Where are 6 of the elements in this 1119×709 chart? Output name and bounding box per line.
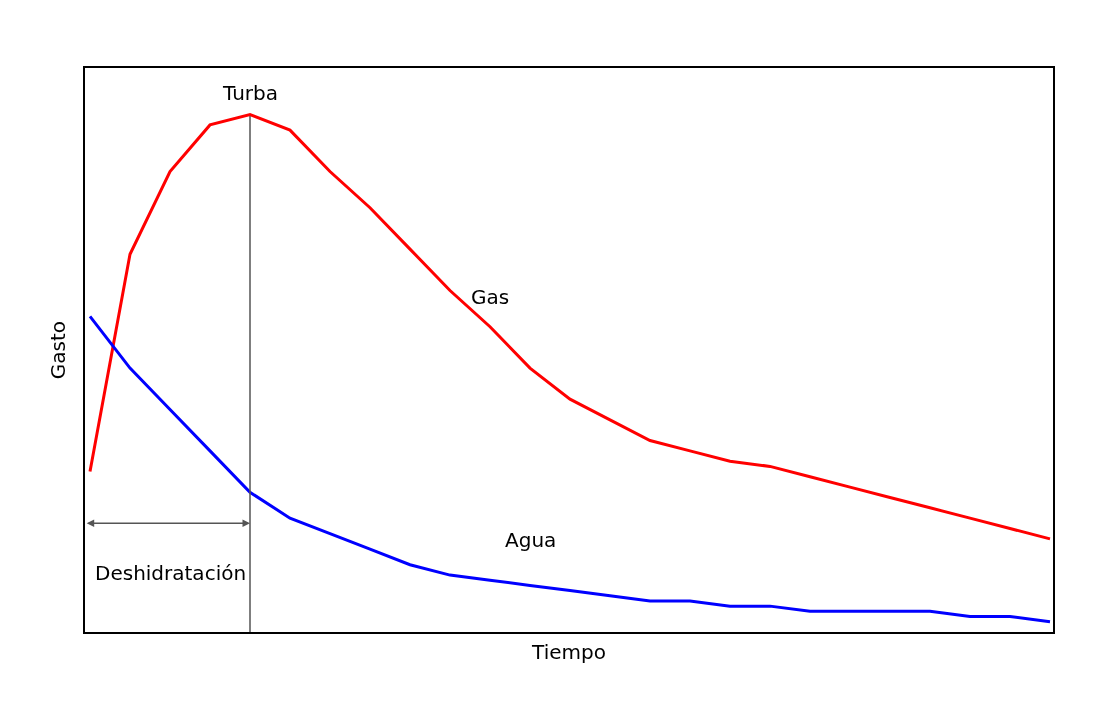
annotation: Deshidratación	[95, 561, 247, 585]
y-axis-title: Gasto	[46, 320, 70, 380]
x-axis-title: Tiempo	[531, 640, 606, 664]
series-label: Agua	[505, 528, 557, 552]
series-label: Gas	[471, 285, 510, 309]
text: Turba	[222, 81, 279, 105]
